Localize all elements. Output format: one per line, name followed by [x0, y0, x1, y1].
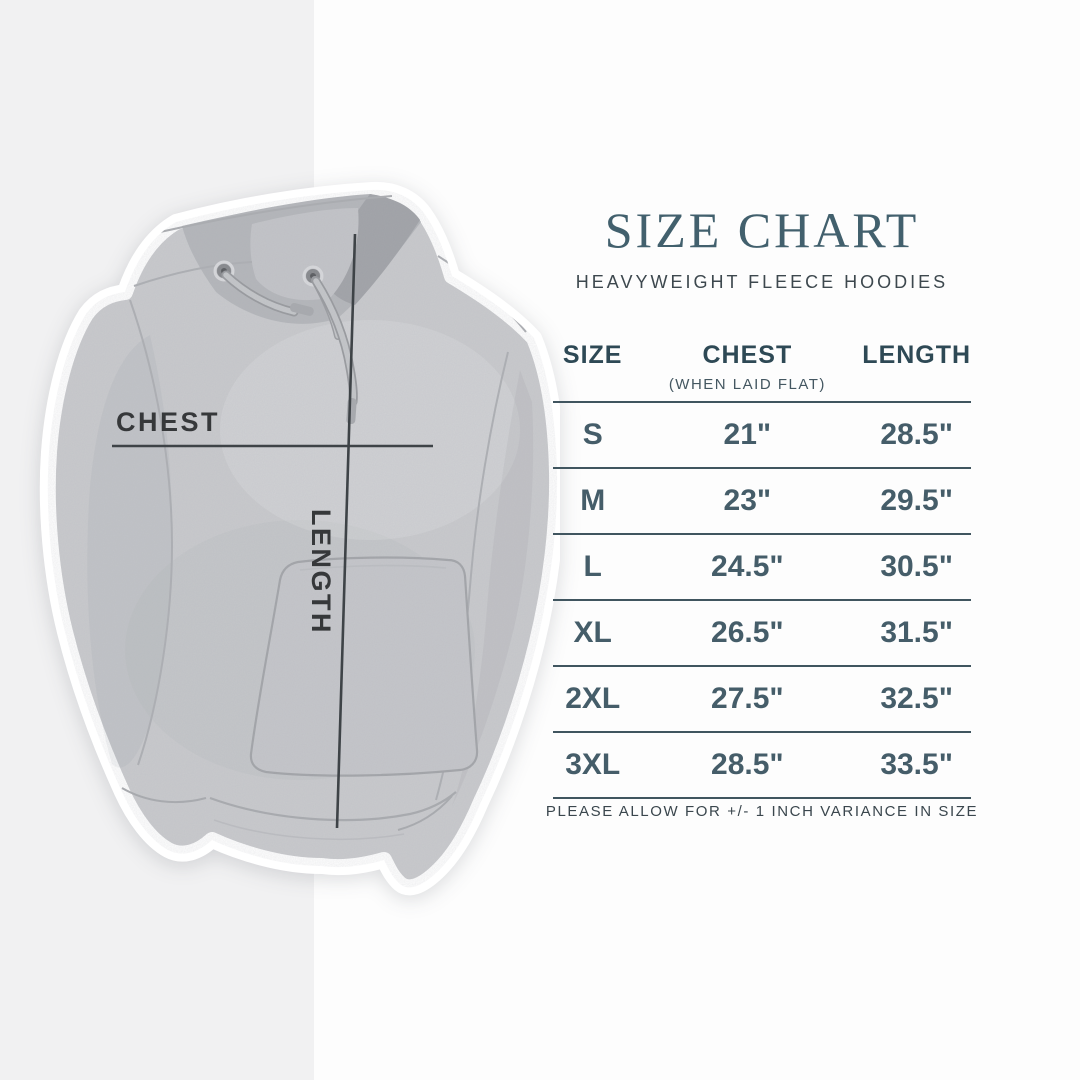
chest-cell: 21" [723, 418, 772, 451]
chest-cell: 28.5" [711, 748, 784, 781]
length-cell: 29.5" [880, 484, 953, 517]
column-header-chest: CHEST (WHEN LAID FLAT) [632, 341, 862, 393]
size-cell: M [580, 484, 606, 517]
table-row: XL 26.5" 31.5" [553, 601, 971, 667]
table-row: S 21" 28.5" [553, 403, 971, 469]
length-cell: 33.5" [880, 748, 953, 781]
chest-cell: 23" [723, 484, 772, 517]
chest-note: (WHEN LAID FLAT) [668, 376, 826, 393]
table-header-row: SIZE CHEST (WHEN LAID FLAT) LENGTH [553, 341, 971, 403]
length-cell: 28.5" [880, 418, 953, 451]
length-cell: 30.5" [880, 550, 953, 583]
column-header-size: SIZE [562, 341, 623, 369]
hoodie-illustration: CHEST LENGTH [47, 189, 558, 888]
size-cell: S [582, 418, 603, 451]
length-cell: 31.5" [880, 616, 953, 649]
length-diagram-label: LENGTH [306, 509, 336, 635]
size-cell: 3XL [565, 748, 621, 781]
variance-footnote: PLEASE ALLOW FOR +/- 1 INCH VARIANCE IN … [545, 803, 979, 820]
table-row: M 23" 29.5" [553, 469, 971, 535]
length-cell: 32.5" [880, 682, 953, 715]
size-cell: XL [573, 616, 612, 649]
chest-cell: 27.5" [711, 682, 784, 715]
page-title: SIZE CHART [604, 202, 920, 258]
size-cell: L [583, 550, 602, 583]
size-table: SIZE CHEST (WHEN LAID FLAT) LENGTH S 21"… [553, 341, 971, 799]
table-row: L 24.5" 30.5" [553, 535, 971, 601]
length-measure-line [335, 233, 357, 829]
table-row: 2XL 27.5" 32.5" [553, 667, 971, 733]
chest-cell: 24.5" [711, 550, 784, 583]
column-header-length: LENGTH [862, 341, 972, 369]
chest-diagram-label: CHEST [116, 407, 220, 437]
hoodie-photo-area: CHEST LENGTH [47, 189, 558, 888]
table-row: 3XL 28.5" 33.5" [553, 733, 971, 799]
measurement-overlay: CHEST LENGTH [112, 233, 433, 829]
chest-cell: 26.5" [711, 616, 784, 649]
size-cell: 2XL [565, 682, 621, 715]
page-subtitle: HEAVYWEIGHT FLEECE HOODIES [575, 272, 949, 292]
